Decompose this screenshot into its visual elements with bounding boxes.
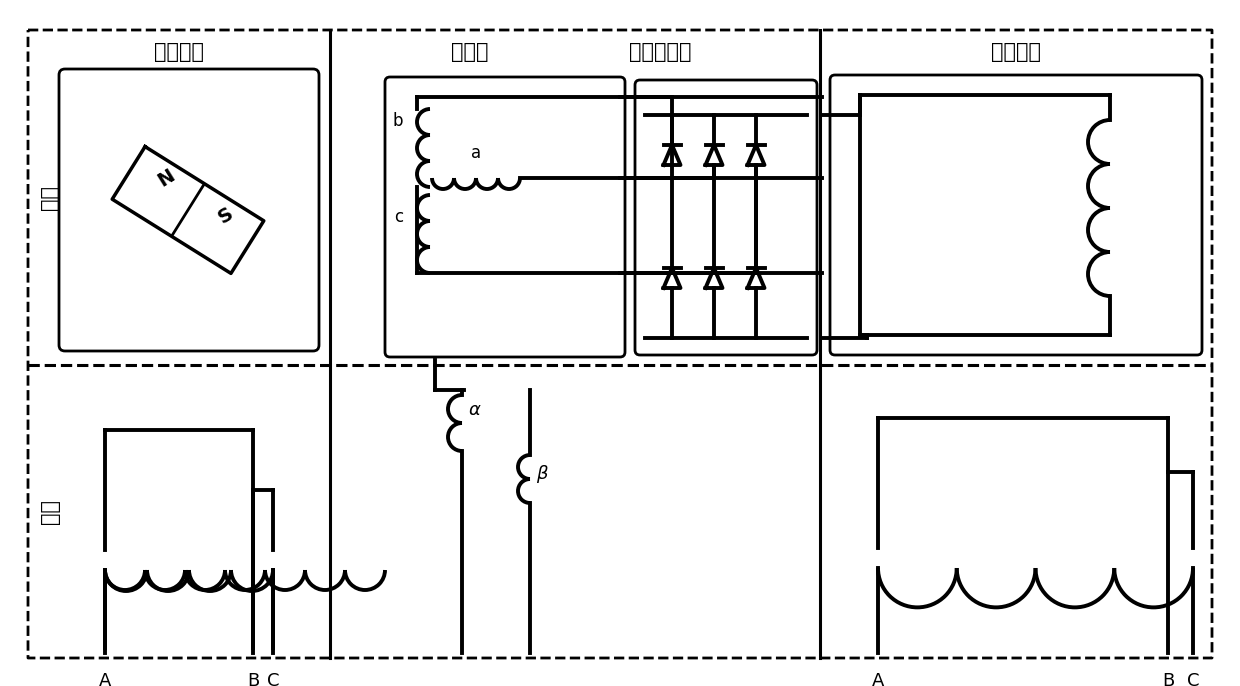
Text: 定子: 定子 <box>40 499 60 524</box>
FancyBboxPatch shape <box>29 30 1211 658</box>
Text: 副励磁机: 副励磁机 <box>154 42 205 62</box>
Text: a: a <box>471 144 481 162</box>
Text: α: α <box>467 401 480 419</box>
Text: C: C <box>267 672 279 686</box>
Text: N: N <box>155 166 179 191</box>
Text: 转子: 转子 <box>40 185 60 210</box>
Text: 主发电机: 主发电机 <box>991 42 1042 62</box>
Text: A: A <box>99 672 112 686</box>
Text: B: B <box>1162 672 1174 686</box>
Text: b: b <box>393 112 403 130</box>
Text: S: S <box>215 204 237 227</box>
Text: 旋转整流器: 旋转整流器 <box>629 42 691 62</box>
Text: 励磁机: 励磁机 <box>451 42 489 62</box>
Text: C: C <box>1187 672 1199 686</box>
Text: β: β <box>536 465 548 483</box>
Text: B: B <box>247 672 259 686</box>
Text: A: A <box>872 672 884 686</box>
Text: c: c <box>394 208 403 226</box>
